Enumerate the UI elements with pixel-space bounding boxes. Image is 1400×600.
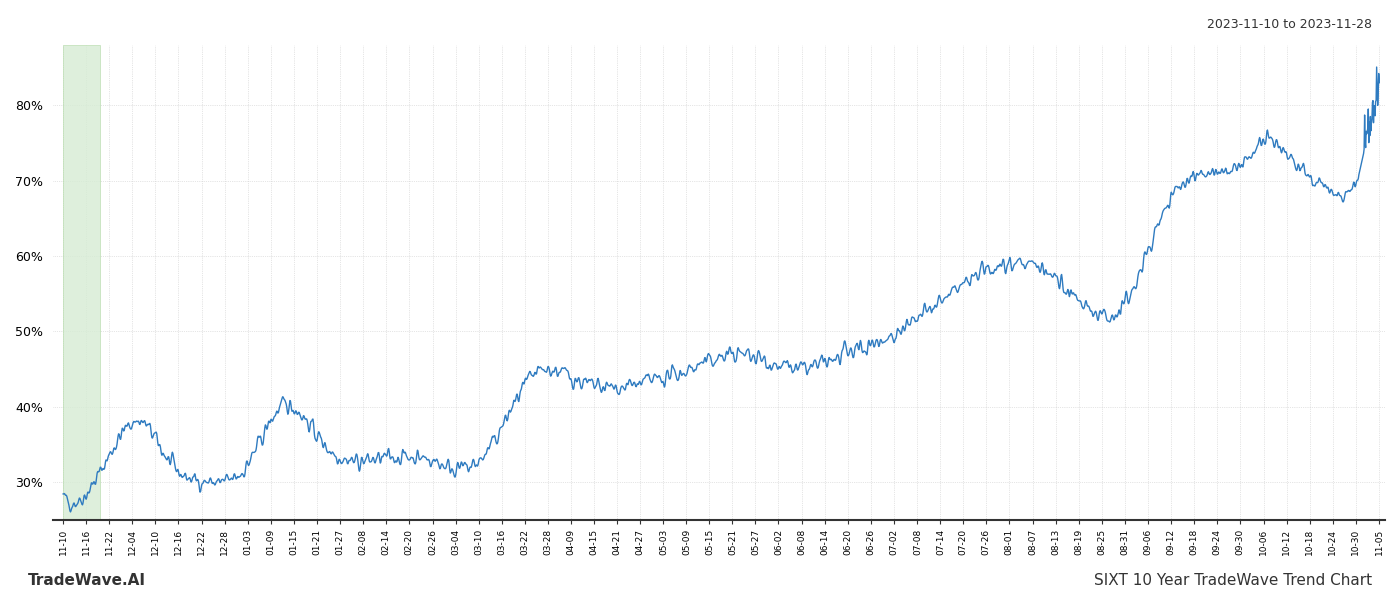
Text: TradeWave.AI: TradeWave.AI xyxy=(28,573,146,588)
Bar xyxy=(63,45,99,520)
Text: 2023-11-10 to 2023-11-28: 2023-11-10 to 2023-11-28 xyxy=(1207,18,1372,31)
Text: SIXT 10 Year TradeWave Trend Chart: SIXT 10 Year TradeWave Trend Chart xyxy=(1093,573,1372,588)
